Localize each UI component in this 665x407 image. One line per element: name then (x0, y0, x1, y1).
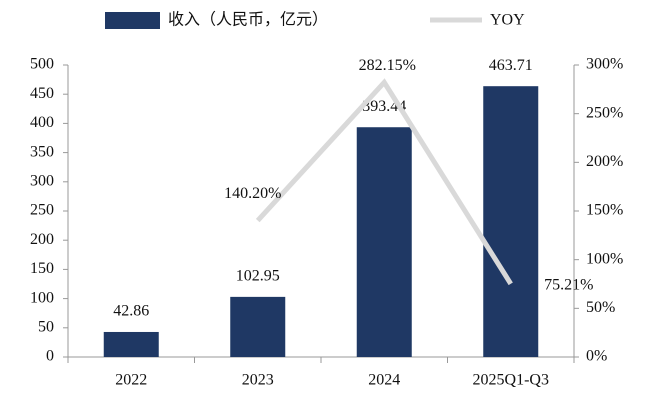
bar (230, 296, 286, 357)
y2-tick-label: 300% (586, 56, 623, 73)
x-tick-label: 2025Q1-Q3 (473, 372, 549, 389)
y2-tick-label: 100% (586, 250, 623, 267)
x-tick-label: 2022 (115, 372, 147, 389)
y-tick-label: 200 (30, 231, 54, 248)
x-tick-label: 2024 (368, 372, 400, 389)
y-tick-label: 300 (30, 172, 54, 189)
legend-label: 收入（人民币，亿元） (168, 11, 328, 29)
bar (103, 331, 159, 357)
legend-label: YOY (490, 12, 525, 29)
y2-tick-label: 250% (586, 104, 623, 121)
y-tick-label: 350 (30, 143, 54, 160)
y-tick-label: 500 (30, 56, 54, 73)
bar (483, 86, 539, 357)
y-tick-label: 50 (38, 318, 54, 335)
bar-value-label: 42.86 (113, 303, 149, 320)
y-tick-label: 150 (30, 260, 54, 277)
bar-value-label: 102.95 (236, 268, 280, 285)
y2-tick-label: 50% (586, 299, 615, 316)
y-tick-label: 450 (30, 85, 54, 102)
line-value-label: 282.15% (359, 57, 416, 74)
y-tick-label: 0 (46, 348, 54, 365)
legend-swatch (105, 12, 160, 29)
x-tick-label: 2023 (242, 372, 274, 389)
yoy-line (255, 78, 513, 286)
line-value-label: 75.21% (544, 276, 593, 293)
y2-tick-label: 200% (586, 153, 623, 170)
y-tick-label: 250 (30, 202, 54, 219)
line-value-label: 140.20% (224, 185, 281, 202)
bar (356, 127, 412, 357)
bar-value-label: 463.71 (489, 57, 533, 74)
y2-tick-label: 0% (586, 348, 607, 365)
y-tick-label: 100 (30, 289, 54, 306)
y-tick-label: 400 (30, 114, 54, 131)
y2-tick-label: 150% (586, 202, 623, 219)
